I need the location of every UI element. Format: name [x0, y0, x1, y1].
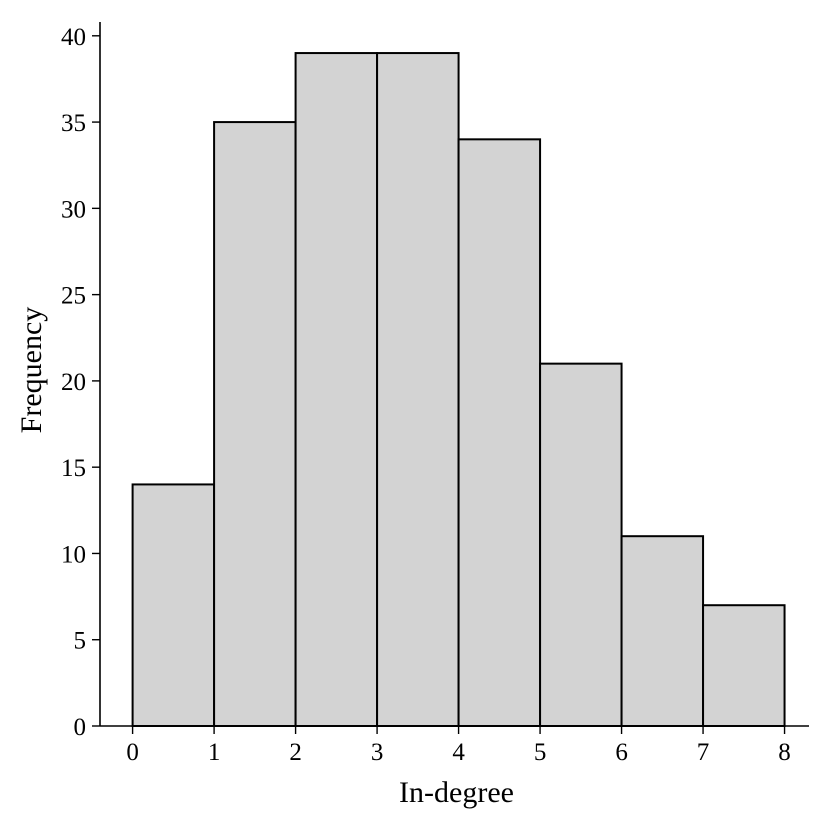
histogram-bar-2-3: [294, 52, 379, 727]
y-tick-label: 40: [61, 24, 86, 51]
x-tick-label: 1: [208, 739, 221, 766]
x-tick-label: 5: [534, 739, 547, 766]
bars-group: [131, 52, 786, 728]
histogram-bar-4-5: [457, 138, 542, 728]
x-tick-label: 7: [697, 739, 710, 766]
x-tick-label: 3: [371, 739, 384, 766]
y-tick-label: 0: [74, 714, 87, 741]
x-tick-label: 6: [615, 739, 628, 766]
y-tick-label: 15: [61, 455, 86, 482]
x-tick-label: 4: [452, 739, 465, 766]
axes-group: [99, 22, 809, 727]
histogram-bar-5-6: [539, 362, 623, 727]
histogram-bar-1-2: [213, 121, 297, 727]
y-tick-label: 10: [61, 541, 86, 568]
x-ticks-group: 0 1 2 3 4 5 6 7 8: [126, 726, 791, 766]
y-tick-label: 20: [61, 369, 86, 396]
histogram-bar-6-7: [620, 535, 705, 728]
y-ticks-group: 0 5 10 15 20 25 30 35 40: [61, 24, 100, 741]
y-tick-label: 5: [74, 628, 87, 655]
histogram-bar-7-8: [702, 604, 786, 728]
x-axis-title: In-degree: [399, 776, 514, 809]
x-tick-label: 2: [289, 739, 302, 766]
histogram-bar-0-1: [131, 483, 216, 727]
x-tick-label: 0: [126, 739, 139, 766]
y-axis-title: Frequency: [15, 307, 48, 434]
y-tick-label: 25: [61, 283, 86, 310]
x-tick-label: 8: [778, 739, 791, 766]
y-tick-label: 30: [61, 196, 86, 223]
histogram-bar-3-4: [376, 52, 460, 727]
y-tick-label: 35: [61, 110, 86, 137]
